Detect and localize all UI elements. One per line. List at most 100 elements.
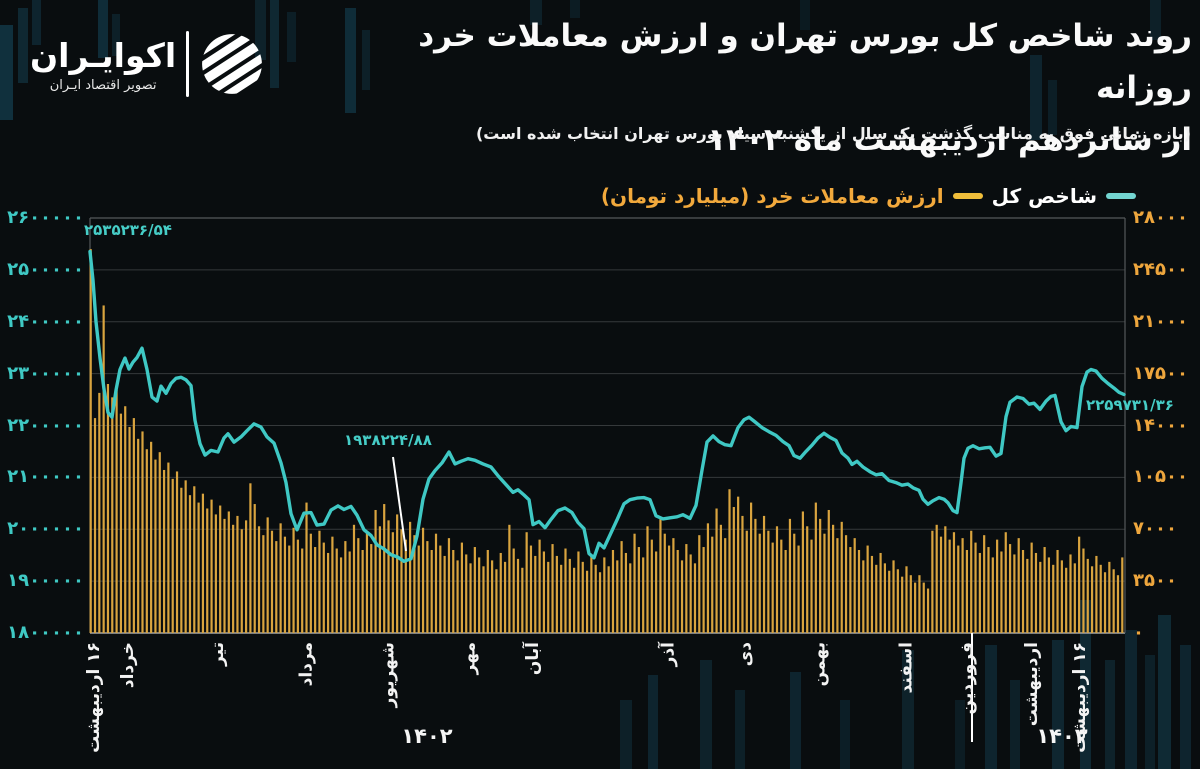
- volume-bar: [1034, 552, 1038, 633]
- volume-bar: [292, 527, 295, 633]
- volume-bar: [210, 499, 213, 633]
- volume-bar: [875, 564, 878, 633]
- volume-bar: [866, 545, 869, 633]
- volume-bar: [611, 550, 615, 633]
- volume-bar: [404, 539, 407, 633]
- volume-bar: [387, 520, 390, 633]
- volume-bar: [832, 524, 835, 633]
- volume-bar: [249, 483, 252, 633]
- volume-bar: [590, 554, 593, 633]
- volume-bar: [145, 449, 148, 633]
- volume-bar: [1103, 572, 1107, 633]
- volume-bar: [270, 530, 274, 633]
- legend-value-label: ارزش معاملات خرد (میلیارد تومان): [600, 184, 944, 208]
- volume-bar: [715, 508, 718, 633]
- volume-bar: [914, 582, 917, 633]
- volume-bar: [314, 547, 317, 633]
- volume-bar: [585, 570, 589, 633]
- volume-bar: [637, 547, 640, 633]
- background-bar-decoration: [530, 0, 542, 25]
- volume-bar: [473, 547, 476, 633]
- volume-bar: [931, 530, 934, 633]
- background-bar-decoration: [1158, 615, 1171, 769]
- volume-bar: [206, 508, 209, 633]
- brand-text: اکوایـران تصویر اقتصاد ایـران: [30, 36, 176, 93]
- volume-bar: [171, 478, 174, 633]
- volume-bar: [607, 566, 610, 633]
- volume-bar: [650, 539, 653, 633]
- volume-bar: [486, 550, 489, 633]
- volume-bar: [491, 560, 494, 633]
- volume-bar: [447, 538, 451, 633]
- background-bar-decoration: [840, 700, 850, 769]
- brand-name: اکوایـران: [30, 35, 177, 75]
- volume-bar: [456, 560, 459, 633]
- volume-bar: [840, 521, 843, 633]
- volume-bar: [594, 564, 597, 633]
- volume-bar: [741, 515, 744, 633]
- volume-bar: [996, 539, 999, 633]
- volume-bar: [167, 462, 170, 633]
- background-bar-decoration: [790, 672, 801, 769]
- background-bar-decoration: [1145, 655, 1155, 769]
- volume-bar: [232, 524, 235, 633]
- volume-bar: [465, 554, 468, 633]
- volume-bar: [801, 511, 804, 633]
- volume-bar: [836, 538, 839, 633]
- background-bar-decoration: [1010, 680, 1020, 769]
- volume-bar: [348, 551, 351, 633]
- index-line: [88, 249, 1126, 563]
- volume-bar: [685, 544, 688, 633]
- volume-bar: [430, 550, 433, 633]
- background-bar-decoration: [1125, 630, 1137, 769]
- volume-bar: [119, 413, 123, 633]
- volume-bar: [961, 538, 964, 633]
- volume-bar: [391, 532, 394, 633]
- volume-bar: [1017, 538, 1020, 633]
- volume-bar: [132, 418, 135, 633]
- background-bar-decoration: [1180, 645, 1191, 769]
- volume-bar: [1013, 554, 1016, 633]
- volume-bar: [154, 459, 157, 633]
- volume-bar: [102, 305, 105, 633]
- volume-bar: [137, 438, 140, 633]
- background-bar-decoration: [32, 0, 41, 45]
- volume-bar: [711, 536, 714, 633]
- volume-bar: [901, 576, 904, 633]
- volume-bar: [788, 518, 792, 633]
- background-bar-decoration: [255, 0, 266, 60]
- volume-bar: [732, 507, 735, 633]
- volume-bar: [1112, 569, 1115, 633]
- background-bar-decoration: [648, 675, 658, 769]
- volume-bar: [158, 452, 161, 633]
- volume-bar: [162, 469, 166, 633]
- volume-bar: [762, 515, 766, 633]
- background-bar-decoration: [620, 700, 632, 769]
- volume-bar: [775, 526, 779, 633]
- volume-bar: [719, 524, 722, 633]
- volume-bar: [305, 502, 308, 633]
- volume-bar: [184, 480, 187, 633]
- volume-bar: [823, 533, 826, 633]
- volume-bar: [499, 552, 502, 633]
- background-bar-decoration: [112, 14, 120, 56]
- volume-bar: [357, 538, 360, 633]
- volume-bar: [244, 520, 248, 633]
- volume-bar: [197, 502, 200, 633]
- volume-bar: [935, 524, 938, 633]
- volume-bar: [952, 532, 956, 633]
- volume-bar: [918, 575, 921, 633]
- volume-bar: [905, 566, 908, 633]
- volume-bar: [667, 545, 671, 633]
- volume-bar: [236, 515, 239, 633]
- volume-bar: [564, 548, 567, 633]
- volume-bar: [374, 509, 377, 633]
- volume-bar: [413, 535, 416, 633]
- volume-bar: [1052, 564, 1055, 633]
- volume-bar: [1039, 561, 1042, 633]
- index-line-swatch: [1106, 193, 1136, 199]
- volume-bar: [529, 545, 533, 633]
- volume-bar: [1000, 551, 1003, 633]
- volume-bar: [124, 406, 127, 633]
- volume-bar: [400, 529, 403, 633]
